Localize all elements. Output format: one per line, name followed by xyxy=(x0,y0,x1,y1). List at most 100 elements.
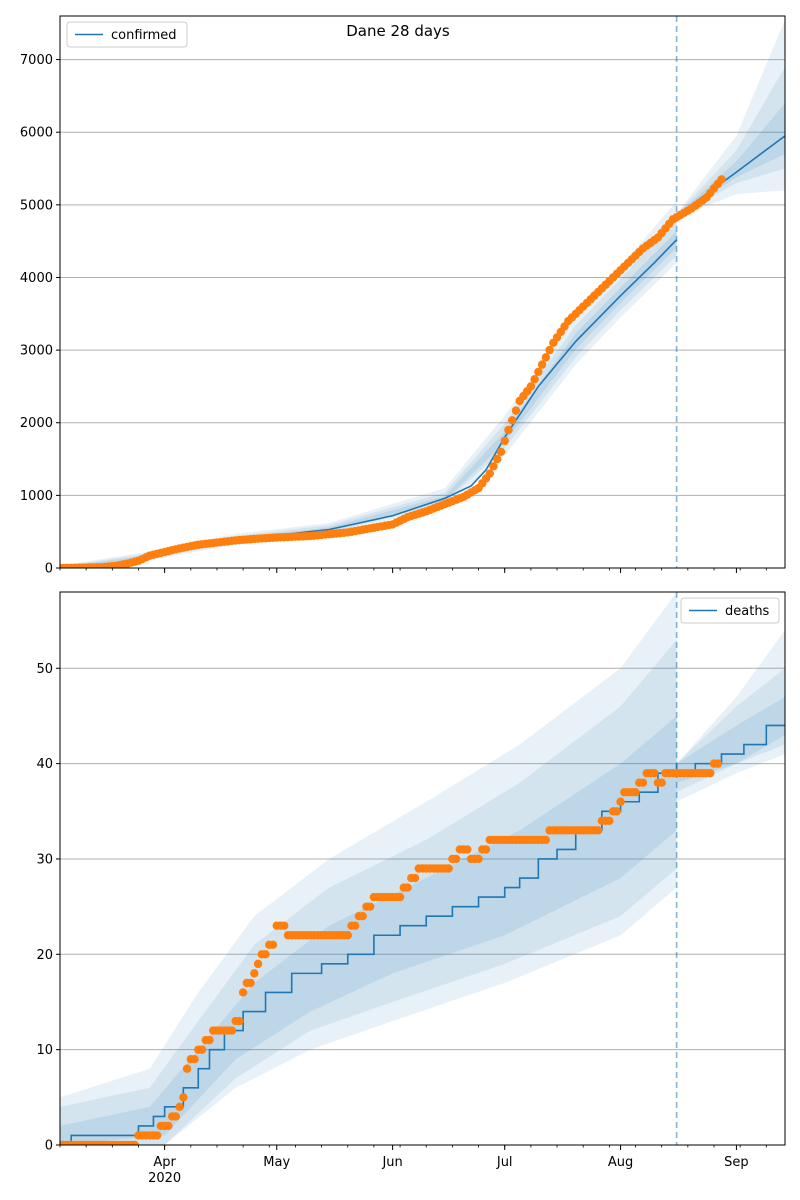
y-tick-label: 20 xyxy=(36,948,53,963)
credible-band xyxy=(60,217,677,568)
axes-frame xyxy=(59,15,786,569)
observed-point xyxy=(238,988,248,997)
observed-point xyxy=(182,1064,192,1073)
y-tick-label: 2000 xyxy=(20,416,53,431)
observed-point xyxy=(171,1112,181,1121)
observed-point xyxy=(179,1093,188,1102)
y-tick-label: 40 xyxy=(36,757,53,772)
observed-point xyxy=(261,950,270,959)
y-tick-label: 6000 xyxy=(20,126,53,141)
observed-point xyxy=(631,788,640,797)
observed-point xyxy=(365,902,375,911)
forecast-band xyxy=(676,103,785,217)
observed-point xyxy=(504,425,513,435)
observed-point xyxy=(190,1054,199,1064)
observed-point xyxy=(280,921,289,930)
observed-point xyxy=(713,759,722,768)
y-tick-label: 0 xyxy=(45,1139,53,1154)
observed-point xyxy=(175,1102,184,1112)
y-tick-label: 0 xyxy=(45,562,53,577)
plot-area xyxy=(60,16,785,568)
forecast-band xyxy=(676,668,785,793)
observed-point xyxy=(268,940,278,949)
confirmed-panel: 0 1000 2000 3000 4000 5000 6000 7000 confirmed xyxy=(20,15,786,577)
forecast-band xyxy=(676,630,785,802)
credible-band xyxy=(60,201,677,568)
observed-point xyxy=(530,374,539,384)
y-tick-label: 1000 xyxy=(20,489,53,504)
x-tick-label: Jun xyxy=(381,1155,402,1170)
observed-point xyxy=(489,462,498,471)
observed-point xyxy=(526,382,536,391)
observed-point xyxy=(717,175,726,184)
credible-band xyxy=(60,715,677,1145)
y-tick-label: 7000 xyxy=(20,53,53,68)
observed-point xyxy=(246,978,255,988)
legend xyxy=(66,21,188,48)
forecast-band xyxy=(676,19,785,218)
observed-point xyxy=(481,845,491,854)
observed-point xyxy=(541,835,551,845)
observed-point xyxy=(451,854,461,864)
observed-point xyxy=(605,816,614,826)
observed-point xyxy=(395,892,405,902)
plot-area xyxy=(60,592,785,1145)
observed-point xyxy=(250,969,259,978)
observed-point xyxy=(444,864,453,873)
observed-point xyxy=(485,469,494,478)
observed-point xyxy=(706,768,715,778)
observed-point xyxy=(500,436,509,446)
observed-point xyxy=(227,1026,237,1035)
forecast-band xyxy=(676,696,785,783)
x-tick-label: May xyxy=(263,1155,290,1170)
legend-label: deaths xyxy=(725,604,770,619)
credible-band xyxy=(60,592,677,1145)
observed-point xyxy=(205,1035,214,1045)
legend xyxy=(680,597,780,624)
credible-band xyxy=(60,230,677,568)
observed-point xyxy=(474,854,483,864)
y-tick-label: 50 xyxy=(36,662,53,677)
chart-title: Dane 28 days xyxy=(346,22,450,40)
y-tick-label: 3000 xyxy=(20,344,53,359)
observed-point xyxy=(638,778,648,787)
observed-point xyxy=(534,367,543,377)
observed-point xyxy=(152,1131,162,1140)
y-tick-label: 5000 xyxy=(20,198,53,213)
observed-point xyxy=(235,1016,244,1026)
observed-point xyxy=(358,911,367,921)
x-tick-label: Apr xyxy=(153,1155,176,1170)
observed-point xyxy=(511,406,521,415)
observed-point xyxy=(410,873,420,883)
x-tick-label: Aug xyxy=(608,1155,633,1170)
y-tick-label: 10 xyxy=(36,1043,53,1058)
observed-point xyxy=(493,454,502,464)
observed-point xyxy=(197,1045,207,1054)
observed-point xyxy=(657,778,666,787)
observed-point xyxy=(496,447,506,456)
observed-point xyxy=(343,931,352,940)
observed-point xyxy=(612,807,622,816)
x-tick-label: Jul xyxy=(496,1155,513,1170)
y-tick-label: 4000 xyxy=(20,271,53,286)
x-tick-label: Sep xyxy=(724,1155,749,1170)
axes-frame xyxy=(59,591,786,1146)
credible-band xyxy=(60,639,677,1145)
observed-point xyxy=(351,921,360,930)
x-tick-year-label: 2020 xyxy=(148,1171,181,1186)
observed-point xyxy=(545,345,554,355)
observed-point xyxy=(463,845,472,854)
observed-point xyxy=(537,360,547,369)
observed-point xyxy=(164,1121,173,1131)
forecast-line xyxy=(676,724,785,774)
observed-point xyxy=(593,826,603,835)
observed-point xyxy=(541,353,551,362)
forecast-band xyxy=(676,66,785,218)
observed-point xyxy=(650,768,659,778)
y-tick-label: 30 xyxy=(36,852,53,867)
observed-point xyxy=(130,1140,139,1145)
observed-point xyxy=(253,959,263,969)
legend-label: confirmed xyxy=(111,28,177,43)
